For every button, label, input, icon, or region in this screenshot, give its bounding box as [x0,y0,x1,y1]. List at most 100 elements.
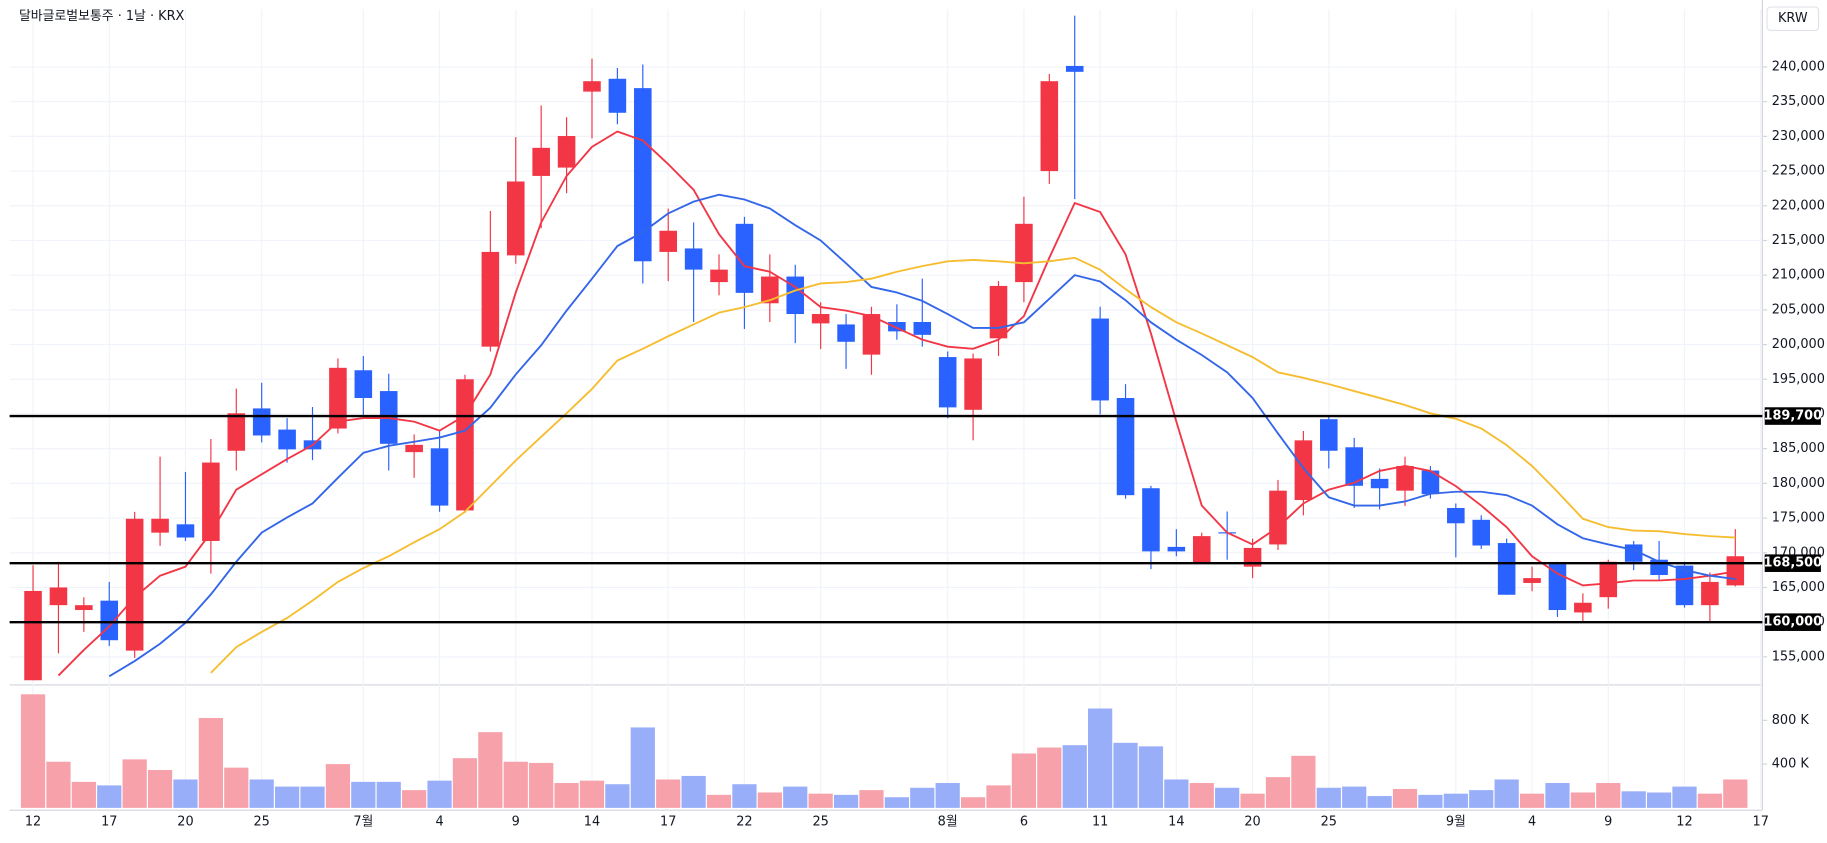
ma-line [57,130,1736,677]
candle-body [278,429,296,450]
grid [9,9,1763,808]
axes: 155,000160,000165,000170,000175,000180,0… [9,59,1825,829]
candle-body [125,518,144,651]
candle-body [1675,565,1694,606]
volume-bar [1545,783,1570,808]
x-tick-label: 25 [1321,814,1337,829]
volume-bar [1088,708,1113,808]
candle-body [989,285,1008,339]
x-tick-label: 25 [254,814,270,829]
candle-body [1421,470,1440,495]
volume-bar [478,732,503,808]
volume-bar [783,786,808,808]
candle-body [1269,490,1287,545]
candle-body [1447,508,1465,524]
x-tick-label: 20 [1244,814,1260,829]
volume-bar [1037,747,1062,808]
volume-bar [1672,786,1697,808]
volume-bar [1621,791,1646,808]
volume-bar [986,785,1011,808]
y-tick-label: 155,000 [1772,649,1825,664]
candle-body [1701,581,1719,606]
x-tick-label: 6 [1020,814,1028,829]
volume-bar [579,780,605,808]
horizontal-line-label-box [1764,407,1821,425]
candle-body [1040,81,1059,172]
volume-bar [935,783,960,808]
unit-label[interactable]: KRW [1778,11,1808,26]
volume-bar [274,786,300,808]
volume-bar [960,797,986,808]
volume-bar [605,784,630,808]
candle-body [1142,488,1160,552]
candle-body [49,587,68,606]
candle-body [1243,547,1262,567]
x-tick-label: 9 [512,814,520,829]
volume-bar [529,762,554,808]
volume-pane [20,694,1748,808]
candle-body [1192,536,1211,563]
volume-bar [1596,783,1621,808]
volume-bar [630,727,655,808]
candle-body [735,223,754,293]
x-tick-label: 4 [1528,814,1536,829]
volume-bar [122,759,147,808]
candle-body [659,230,677,252]
x-tick-label: 14 [584,814,600,829]
volume-bar [1697,793,1723,808]
candle-body [913,322,932,335]
candle-body [837,324,855,342]
candle-body [1548,564,1567,611]
y-tick-label: 240,000 [1772,59,1825,74]
volume-bar [46,761,71,808]
volume-bar [1316,787,1341,808]
candle-body [1015,223,1033,283]
volume-bar [1265,777,1291,808]
y-tick-label: 195,000 [1772,372,1825,387]
candle-body [75,605,93,611]
volume-bar [859,790,884,808]
x-tick-label: 22 [736,814,752,829]
horizontal-line-label: 189,700 [1764,409,1823,424]
volume-bar [1215,787,1240,808]
volume-bar [681,775,706,808]
x-tick-label: 7월 [353,814,373,829]
candle-body [1370,478,1389,489]
candle-body [964,358,982,410]
candle-body [1523,578,1541,583]
candle-body [862,314,881,355]
volume-bar [757,792,782,808]
unit-button[interactable] [1766,6,1820,32]
x-tick-label: 17 [1753,814,1769,829]
volume-bar [910,787,935,808]
candle-body [1167,546,1186,552]
candle-body [1091,318,1109,401]
volume-bar [656,779,681,808]
volume-bar [376,781,401,808]
x-tick-label: 12 [1676,814,1692,829]
volume-bar [1494,779,1519,808]
candle-body [1345,447,1363,486]
volume-bar [325,764,351,808]
y-tick-label: 175,000 [1772,511,1825,526]
volume-bar [833,794,859,808]
volume-bar [427,780,452,808]
candle-body [608,78,627,113]
volume-bar [732,784,757,808]
candle-body [252,408,271,436]
volume-bar [503,761,528,808]
y-tick-label: 205,000 [1772,302,1825,317]
y-tick-label: 165,000 [1772,580,1825,595]
candle-body [1396,466,1414,491]
volume-bar [1342,786,1367,808]
volume-bar [173,779,198,808]
volume-bar [300,786,325,808]
y-tick-label: 210,000 [1772,268,1825,283]
candle-body [938,357,957,408]
candle-body [176,524,195,538]
candle-body [1065,65,1084,72]
x-tick-label: 20 [177,814,193,829]
